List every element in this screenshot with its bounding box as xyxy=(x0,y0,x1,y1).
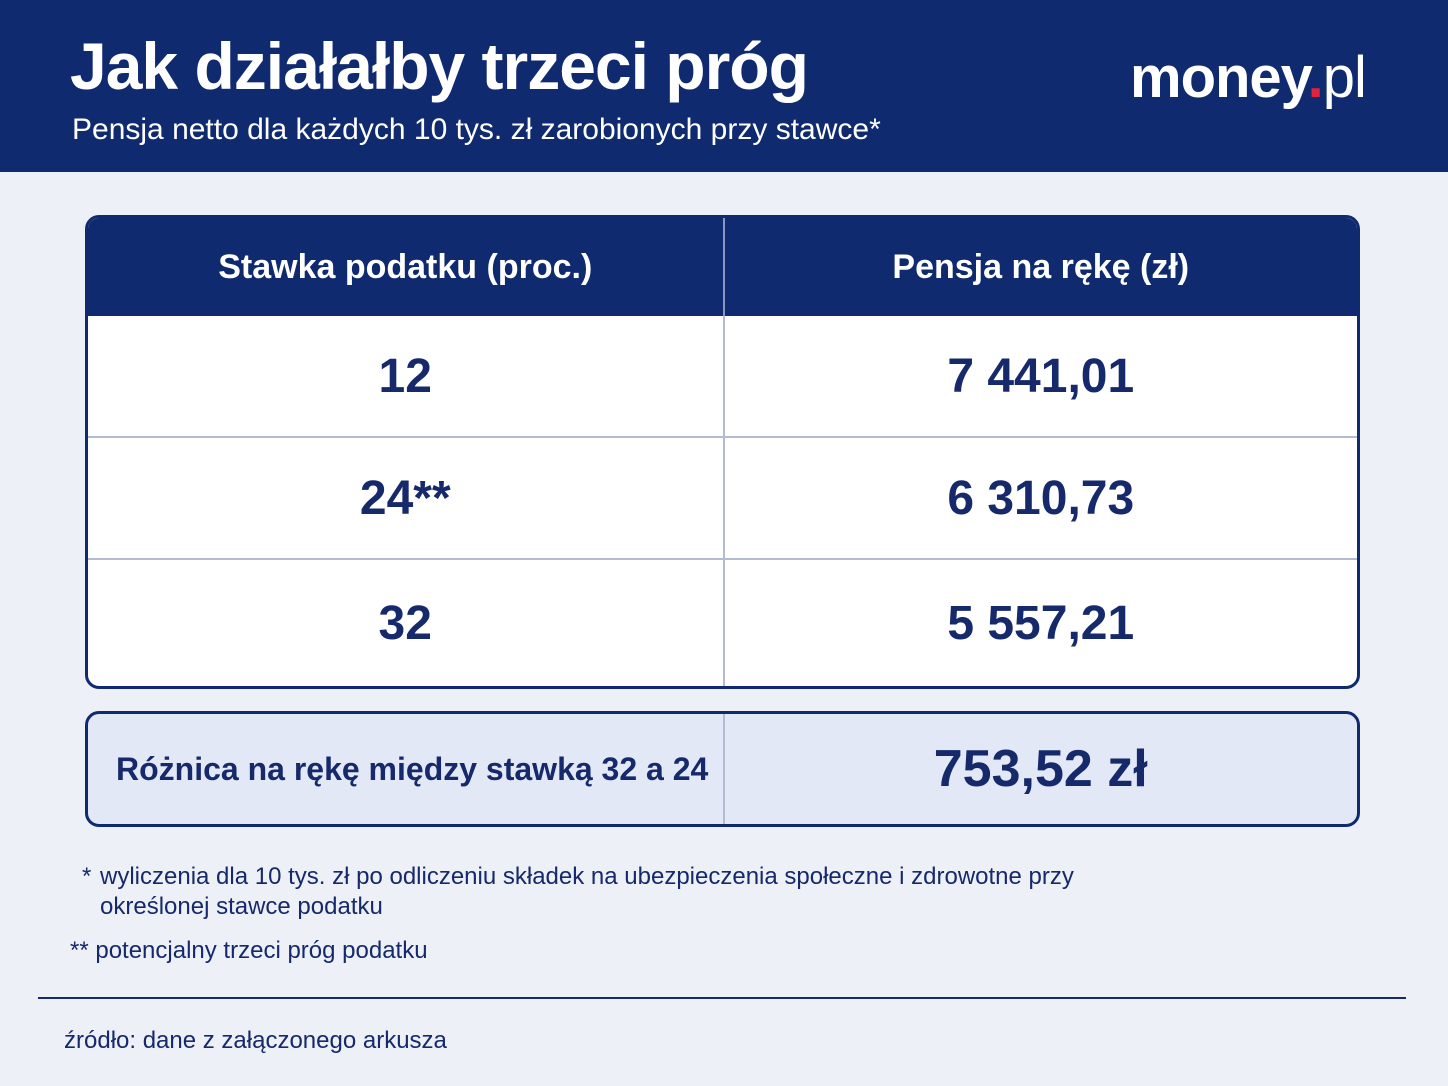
footnote-mark: * xyxy=(82,863,92,890)
footnote-third-threshold: ** potencjalny trzeci próg podatku xyxy=(70,937,428,964)
cell-net-salary: 5 557,21 xyxy=(722,560,1358,686)
table-row: 24** 6 310,73 xyxy=(88,438,1357,560)
footnote-calculation: * wyliczenia dla 10 tys. zł po odliczeni… xyxy=(82,862,1182,922)
cell-net-salary: 7 441,01 xyxy=(722,316,1358,436)
cell-net-salary: 6 310,73 xyxy=(722,438,1358,558)
cell-tax-rate: 32 xyxy=(378,596,432,650)
table-row: 12 7 441,01 xyxy=(88,316,1357,438)
tax-rate-table: Stawka podatku (proc.) Pensja na rękę (z… xyxy=(85,215,1360,689)
column-header-tax-rate: Stawka podatku (proc.) xyxy=(218,247,593,286)
footnote-calculation-text: wyliczenia dla 10 tys. zł po odliczeniu … xyxy=(100,863,1074,920)
logo-dot: . xyxy=(1307,45,1324,110)
page-subtitle: Pensja netto dla każdych 10 tys. zł zaro… xyxy=(72,113,881,146)
difference-value: 753,52 zł xyxy=(722,714,1358,824)
table-header: Stawka podatku (proc.) Pensja na rękę (z… xyxy=(88,218,1357,316)
money-pl-logo[interactable]: money.pl xyxy=(1130,40,1367,120)
divider xyxy=(38,997,1406,999)
page-title: Jak działałby trzeci próg xyxy=(70,29,809,103)
cell-tax-rate: 12 xyxy=(378,349,432,403)
column-header-net-salary: Pensja na rękę (zł) xyxy=(722,218,1358,316)
logo-tld: pl xyxy=(1322,45,1367,110)
logo-brand: money xyxy=(1130,45,1309,110)
cell-tax-rate: 24** xyxy=(359,471,451,525)
table-body: 12 7 441,01 24** 6 310,73 32 5 557,21 xyxy=(88,316,1357,686)
difference-label: Różnica na rękę między stawką 32 a 24 xyxy=(116,750,709,787)
difference-summary: Różnica na rękę między stawką 32 a 24 75… xyxy=(85,711,1360,827)
table-row: 32 5 557,21 xyxy=(88,560,1357,686)
source-note: źródło: dane z załączonego arkusza xyxy=(64,1027,447,1054)
header-banner: Jak działałby trzeci próg Pensja netto d… xyxy=(0,0,1448,172)
